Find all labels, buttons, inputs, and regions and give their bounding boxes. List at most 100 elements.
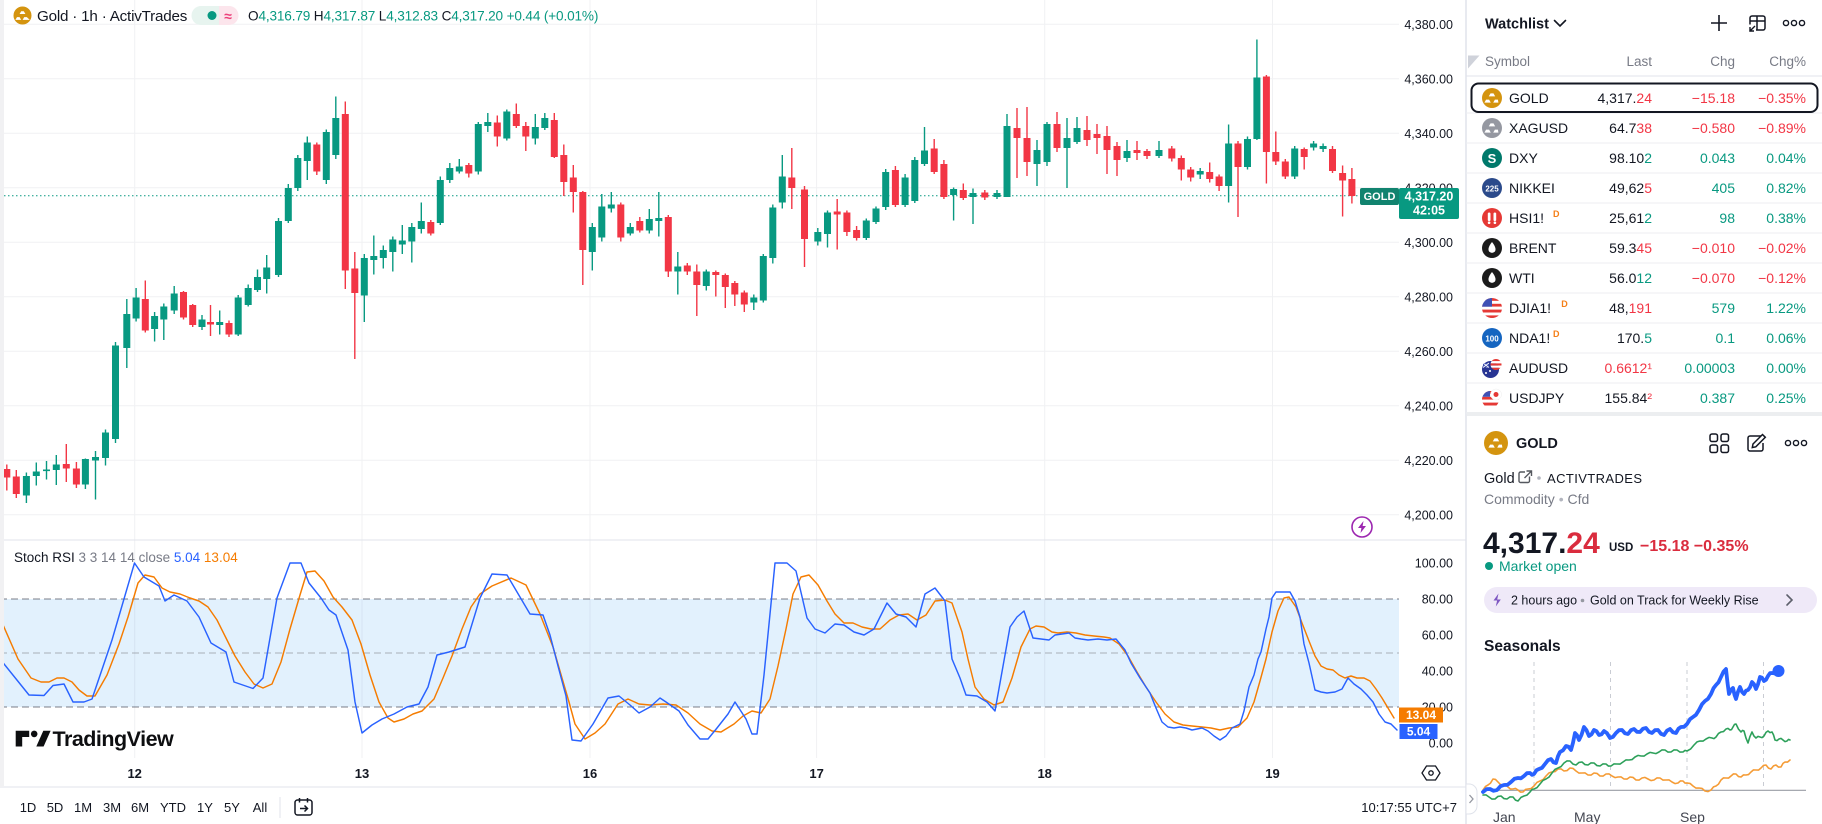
svg-text:5Y: 5Y (224, 800, 240, 815)
svg-text:225: 225 (1485, 185, 1499, 194)
svg-text:−0.02%: −0.02% (1758, 240, 1806, 256)
svg-text:Market open: Market open (1499, 558, 1577, 574)
svg-text:4,260.00: 4,260.00 (1404, 345, 1453, 359)
svg-text:4,220.00: 4,220.00 (1404, 454, 1453, 468)
svg-text:−0.89%: −0.89% (1758, 120, 1806, 136)
svg-text:56.012: 56.012 (1609, 270, 1652, 286)
svg-text:−0.35%: −0.35% (1758, 90, 1806, 106)
svg-text:4,317.20: 4,317.20 (1405, 190, 1454, 204)
svg-text:0.82%: 0.82% (1766, 180, 1806, 196)
svg-text:TradingView: TradingView (53, 727, 175, 751)
svg-text:Gold · 1h · ActivTrades: Gold · 1h · ActivTrades (37, 8, 188, 25)
svg-text:−15.18: −15.18 (1692, 90, 1735, 106)
svg-text:0.00003: 0.00003 (1684, 360, 1735, 376)
svg-text:1M: 1M (74, 800, 92, 815)
svg-text:ACTIVTRADES: ACTIVTRADES (1547, 471, 1642, 486)
svg-text:0.04%: 0.04% (1766, 150, 1806, 166)
svg-text:4,380.00: 4,380.00 (1404, 18, 1453, 32)
svg-text:YTD: YTD (160, 800, 186, 815)
svg-text:42:05: 42:05 (1413, 204, 1445, 218)
svg-text:19: 19 (1265, 766, 1279, 781)
svg-text:−15.18 −0.35%: −15.18 −0.35% (1640, 538, 1749, 555)
svg-text:13.04: 13.04 (1406, 708, 1436, 722)
svg-text:18: 18 (1037, 766, 1051, 781)
svg-text:GOLD: GOLD (1509, 90, 1549, 106)
svg-text:4,240.00: 4,240.00 (1404, 399, 1453, 413)
svg-text:4,340.00: 4,340.00 (1404, 127, 1453, 141)
svg-text:579: 579 (1712, 300, 1736, 316)
svg-text:1.22%: 1.22% (1766, 300, 1806, 316)
svg-text:13: 13 (355, 766, 369, 781)
svg-text:4,317.24: 4,317.24 (1483, 527, 1600, 560)
svg-text:98.102: 98.102 (1609, 150, 1652, 166)
svg-text:59.345: 59.345 (1609, 240, 1652, 256)
svg-text:100.00: 100.00 (1415, 557, 1453, 571)
svg-text:0.25%: 0.25% (1766, 390, 1806, 406)
svg-text:Last: Last (1626, 54, 1652, 69)
svg-text:0.00%: 0.00% (1766, 360, 1806, 376)
svg-text:Chg: Chg (1710, 54, 1735, 69)
svg-text:USDJPY: USDJPY (1509, 390, 1565, 406)
svg-text:XAGUSD: XAGUSD (1509, 120, 1568, 136)
svg-text:4,200.00: 4,200.00 (1404, 508, 1453, 522)
svg-text:Sep: Sep (1680, 809, 1705, 824)
svg-text:0.38%: 0.38% (1766, 210, 1806, 226)
svg-text:D: D (1553, 209, 1560, 219)
svg-text:Chg%: Chg% (1769, 54, 1806, 69)
svg-text:≈: ≈ (224, 8, 232, 24)
svg-text:DJIA1!: DJIA1! (1509, 300, 1551, 316)
svg-text:All: All (253, 800, 268, 815)
svg-text:AUDUSD: AUDUSD (1509, 360, 1568, 376)
svg-text:BRENT: BRENT (1509, 240, 1557, 256)
svg-text:5D: 5D (47, 800, 64, 815)
svg-text:Jan: Jan (1493, 809, 1516, 824)
svg-text:48,191: 48,191 (1609, 300, 1652, 316)
svg-text:40.00: 40.00 (1422, 665, 1453, 679)
svg-text:49,625: 49,625 (1609, 180, 1652, 196)
svg-text:−0.580: −0.580 (1692, 120, 1735, 136)
svg-text:Gold on Track for Weekly Rise: Gold on Track for Weekly Rise (1590, 594, 1759, 608)
svg-text:170.5: 170.5 (1617, 330, 1652, 346)
svg-text:D: D (1561, 299, 1568, 309)
svg-text:3M: 3M (103, 800, 121, 815)
svg-text:Stoch RSI 3 3 14 14 close 5.0: Stoch RSI 3 3 14 14 close 5.04 13.04 (14, 550, 238, 565)
svg-text:16: 16 (583, 766, 597, 781)
svg-text:O4,316.79 H4,317.87 L4,312.83: O4,316.79 H4,317.87 L4,312.83 C4,317.20 … (248, 9, 598, 24)
svg-text:Watchlist: Watchlist (1485, 17, 1549, 33)
svg-text:0.00: 0.00 (1429, 737, 1453, 751)
svg-text:S: S (1488, 151, 1497, 166)
svg-text:−0.070: −0.070 (1692, 270, 1735, 286)
svg-text:0.06%: 0.06% (1766, 330, 1806, 346)
svg-text:D: D (1553, 329, 1560, 339)
svg-text:1Y: 1Y (197, 800, 213, 815)
svg-text:17: 17 (809, 766, 823, 781)
svg-text:GOLD: GOLD (1364, 191, 1396, 203)
svg-text:64.738: 64.738 (1609, 120, 1652, 136)
svg-text:5.04: 5.04 (1407, 725, 1431, 739)
svg-text:DXY: DXY (1509, 150, 1538, 166)
svg-text:1D: 1D (20, 800, 37, 815)
svg-text:6M: 6M (131, 800, 149, 815)
svg-text:USD: USD (1609, 542, 1633, 554)
svg-text:4,300.00: 4,300.00 (1404, 236, 1453, 250)
svg-text:Symbol: Symbol (1485, 54, 1530, 69)
svg-text:−0.010: −0.010 (1692, 240, 1735, 256)
svg-text:405: 405 (1712, 180, 1736, 196)
svg-text:Gold: Gold (1484, 471, 1515, 487)
svg-text:155.84²: 155.84² (1605, 390, 1653, 406)
svg-text:4,317.24: 4,317.24 (1597, 90, 1652, 106)
svg-text:4,280.00: 4,280.00 (1404, 290, 1453, 304)
svg-text:Commodity • Cfd: Commodity • Cfd (1484, 491, 1589, 507)
svg-text:80.00: 80.00 (1422, 593, 1453, 607)
svg-text:0.043: 0.043 (1700, 150, 1735, 166)
svg-text:0.1: 0.1 (1716, 330, 1736, 346)
svg-text:60.00: 60.00 (1422, 629, 1453, 643)
svg-text:4,360.00: 4,360.00 (1404, 72, 1453, 86)
svg-text:WTI: WTI (1509, 270, 1535, 286)
svg-text:Seasonals: Seasonals (1484, 638, 1561, 655)
svg-text:NIKKEI: NIKKEI (1509, 180, 1555, 196)
svg-text:HSI1!: HSI1! (1509, 210, 1544, 226)
svg-text:12: 12 (127, 766, 141, 781)
svg-text:2 hours ago: 2 hours ago (1511, 594, 1577, 608)
svg-text:10:17:55 UTC+7: 10:17:55 UTC+7 (1361, 800, 1457, 815)
